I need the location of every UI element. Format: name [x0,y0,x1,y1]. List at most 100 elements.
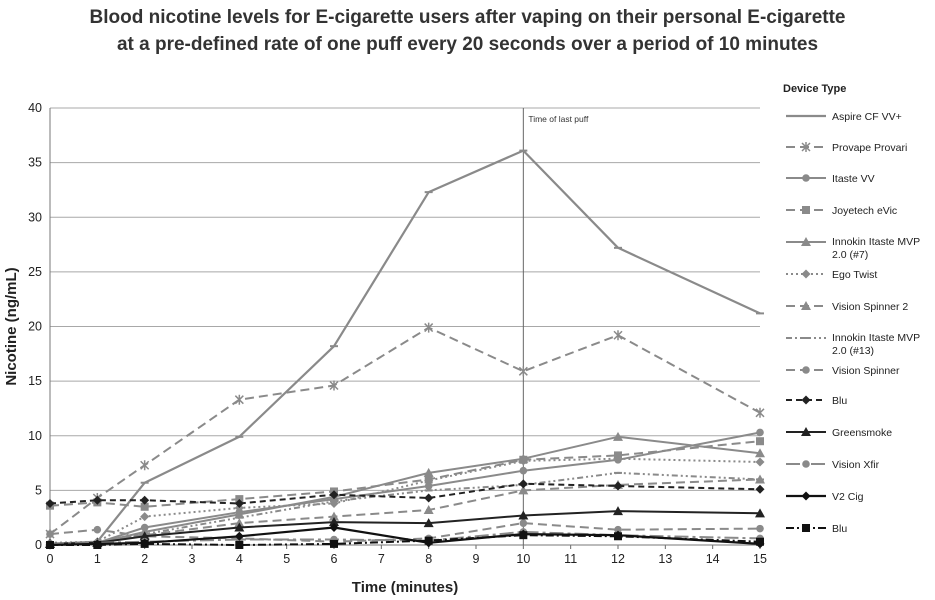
series-group [45,149,765,550]
data-point [92,495,102,505]
data-point [613,431,623,441]
legend-label: Vision Spinner 2 [832,301,908,313]
y-tick-label: 10 [28,429,42,443]
data-point [234,394,244,405]
data-point [519,466,528,475]
data-point [801,301,811,310]
data-point [423,505,434,515]
data-point [423,518,434,528]
x-tick-label: 10 [516,552,530,566]
legend-label: Joyetech eVic [832,205,897,217]
series-line-group [45,479,765,508]
data-point [93,525,102,534]
data-point [801,395,811,405]
data-point [802,366,810,374]
data-point [518,510,529,520]
y-tick-label: 40 [28,101,42,115]
data-point [518,485,529,495]
legend-label: Greensmoke [832,427,892,439]
legend-label: Innokin Itaste MVP 2.0 (#13) [832,332,920,357]
legend-label: Vision Spinner [832,365,900,377]
x-tick-label: 9 [473,552,480,566]
y-tick-label: 35 [28,156,42,170]
data-point [756,428,764,437]
x-tick-label: 1 [94,552,101,566]
data-point [329,523,339,533]
data-point [755,484,765,494]
data-point [613,454,623,464]
data-point [234,509,245,519]
y-tick-label: 25 [28,265,42,279]
data-point [519,531,528,540]
data-point [45,498,55,508]
x-tick-label: 6 [331,552,338,566]
series-line [49,326,761,535]
data-point [756,437,764,446]
data-point [801,142,811,152]
data-point [801,427,811,436]
data-point [93,541,102,549]
data-point [802,206,810,214]
legend-label: V2 Cig [832,491,864,503]
legend: Device Type Aspire CF VV+ Provape Provari I… [783,83,920,535]
data-point [329,517,339,527]
data-point [756,537,764,546]
data-point [234,522,245,532]
legend-label: Blu [832,523,847,535]
data-point [46,541,54,549]
data-point [755,407,765,418]
data-point [802,460,810,468]
legend-label: Ego Twist [832,269,877,281]
data-point [140,495,150,505]
data-point [329,511,339,521]
data-point [755,448,765,458]
data-point [139,531,150,541]
y-tick-label: 0 [35,538,42,552]
data-point [424,493,434,503]
data-point [329,380,339,391]
data-point [801,269,811,279]
data-point [330,539,338,548]
gridlines [50,107,760,491]
x-tick-label: 13 [658,552,672,566]
x-tick-label: 4 [236,552,243,566]
legend-label: Vision Xfir [832,459,880,471]
data-point [755,457,765,467]
data-point [234,498,244,508]
legend-label: Innokin Itaste MVP 2.0 (#7) [832,236,920,261]
x-tick-label: 2 [141,552,148,566]
data-point [614,532,622,541]
data-point [329,490,339,500]
y-tick-label: 5 [35,483,42,497]
chart-title-line-2: at a pre-defined rate of one puff every … [116,34,819,55]
data-point [613,330,623,341]
data-point [140,460,150,471]
series-line [49,149,761,545]
x-tick-label: 3 [189,552,196,566]
data-point [613,506,623,516]
legend-label: Blu [832,395,847,407]
x-tick-label: 0 [47,552,54,566]
x-tick-label: 11 [564,552,577,566]
series-line-group [46,531,764,549]
legend-label: Itaste VV [832,173,875,185]
data-point [613,481,623,491]
data-point [46,530,54,538]
x-axis-title: Time (minutes) [352,579,458,596]
data-point [518,456,528,466]
y-tick-label: 30 [28,210,42,224]
data-point [424,536,433,545]
x-tick-label: 15 [753,552,767,566]
data-point [614,525,622,534]
x-tick-label: 12 [611,552,625,566]
y-axis-title: Nicotine (ng/mL) [3,267,20,385]
legend-label: Provape Provari [832,142,907,154]
series-line [49,482,761,505]
x-tick-label: 5 [283,552,290,566]
data-point [802,524,810,532]
legend-title: Device Type [783,83,846,95]
chart-title: Blood nicotine levels for E-cigarette us… [0,4,935,58]
data-point [518,366,528,377]
